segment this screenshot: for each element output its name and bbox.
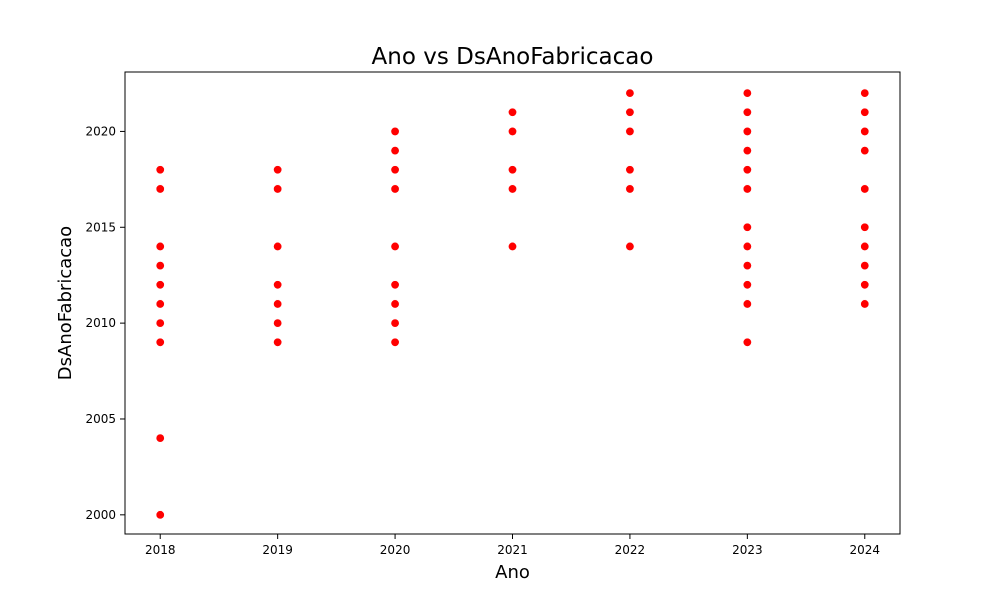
data-point <box>742 337 752 347</box>
y-axis-title: DsAnoFabricacao <box>55 226 76 380</box>
data-point <box>155 241 165 251</box>
data-point <box>155 337 165 347</box>
data-point <box>507 165 517 175</box>
data-point <box>625 88 635 98</box>
data-point <box>507 126 517 136</box>
data-point <box>507 107 517 117</box>
data-point <box>742 107 752 117</box>
data-point <box>273 241 283 251</box>
data-point <box>742 184 752 194</box>
data-point <box>742 146 752 156</box>
chart-title: Ano vs DsAnoFabricacao <box>372 44 654 70</box>
data-point <box>742 126 752 136</box>
data-point <box>742 222 752 232</box>
data-point <box>860 146 870 156</box>
x-tick-label: 2023 <box>732 543 763 557</box>
data-point <box>155 184 165 194</box>
data-point <box>390 126 400 136</box>
data-point <box>390 280 400 290</box>
x-tick-label: 2019 <box>262 543 293 557</box>
data-point <box>625 184 635 194</box>
x-tick-label: 2024 <box>849 543 880 557</box>
data-point <box>155 299 165 309</box>
data-point <box>273 280 283 290</box>
data-point <box>860 280 870 290</box>
y-tick-label: 2020 <box>85 124 116 138</box>
y-axis-ticks: 2000 2005 2010 2015 2020 <box>85 124 125 522</box>
data-point <box>860 184 870 194</box>
data-point <box>390 337 400 347</box>
y-tick-label: 2015 <box>85 220 116 234</box>
data-point <box>390 241 400 251</box>
data-point <box>273 318 283 328</box>
data-point <box>860 126 870 136</box>
data-point <box>860 222 870 232</box>
data-point <box>742 241 752 251</box>
data-point <box>390 146 400 156</box>
data-point <box>273 337 283 347</box>
y-tick-label: 2010 <box>85 316 116 330</box>
x-tick-label: 2018 <box>145 543 176 557</box>
data-point <box>390 165 400 175</box>
data-point <box>860 107 870 117</box>
data-point <box>860 261 870 271</box>
data-point <box>390 318 400 328</box>
data-point <box>625 241 635 251</box>
data-point <box>390 299 400 309</box>
data-point <box>273 299 283 309</box>
data-point <box>742 88 752 98</box>
y-tick-label: 2005 <box>85 412 116 426</box>
data-points <box>155 88 870 520</box>
x-axis-title: Ano <box>495 562 530 583</box>
x-tick-label: 2020 <box>380 543 411 557</box>
data-point <box>625 165 635 175</box>
data-point <box>155 261 165 271</box>
data-point <box>860 299 870 309</box>
data-point <box>742 299 752 309</box>
data-point <box>273 165 283 175</box>
data-point <box>273 184 283 194</box>
data-point <box>860 241 870 251</box>
data-point <box>155 318 165 328</box>
data-point <box>155 510 165 520</box>
x-axis-ticks: 2018 2019 2020 2021 2022 2023 2024 <box>145 534 880 557</box>
data-point <box>507 241 517 251</box>
data-point <box>155 165 165 175</box>
x-tick-label: 2022 <box>615 543 646 557</box>
data-point <box>742 280 752 290</box>
data-point <box>742 261 752 271</box>
data-point <box>390 184 400 194</box>
data-point <box>625 126 635 136</box>
data-point <box>155 280 165 290</box>
data-point <box>860 88 870 98</box>
y-tick-label: 2000 <box>85 508 116 522</box>
data-point <box>625 107 635 117</box>
x-tick-label: 2021 <box>497 543 528 557</box>
data-point <box>155 433 165 443</box>
data-point <box>742 165 752 175</box>
data-point <box>507 184 517 194</box>
